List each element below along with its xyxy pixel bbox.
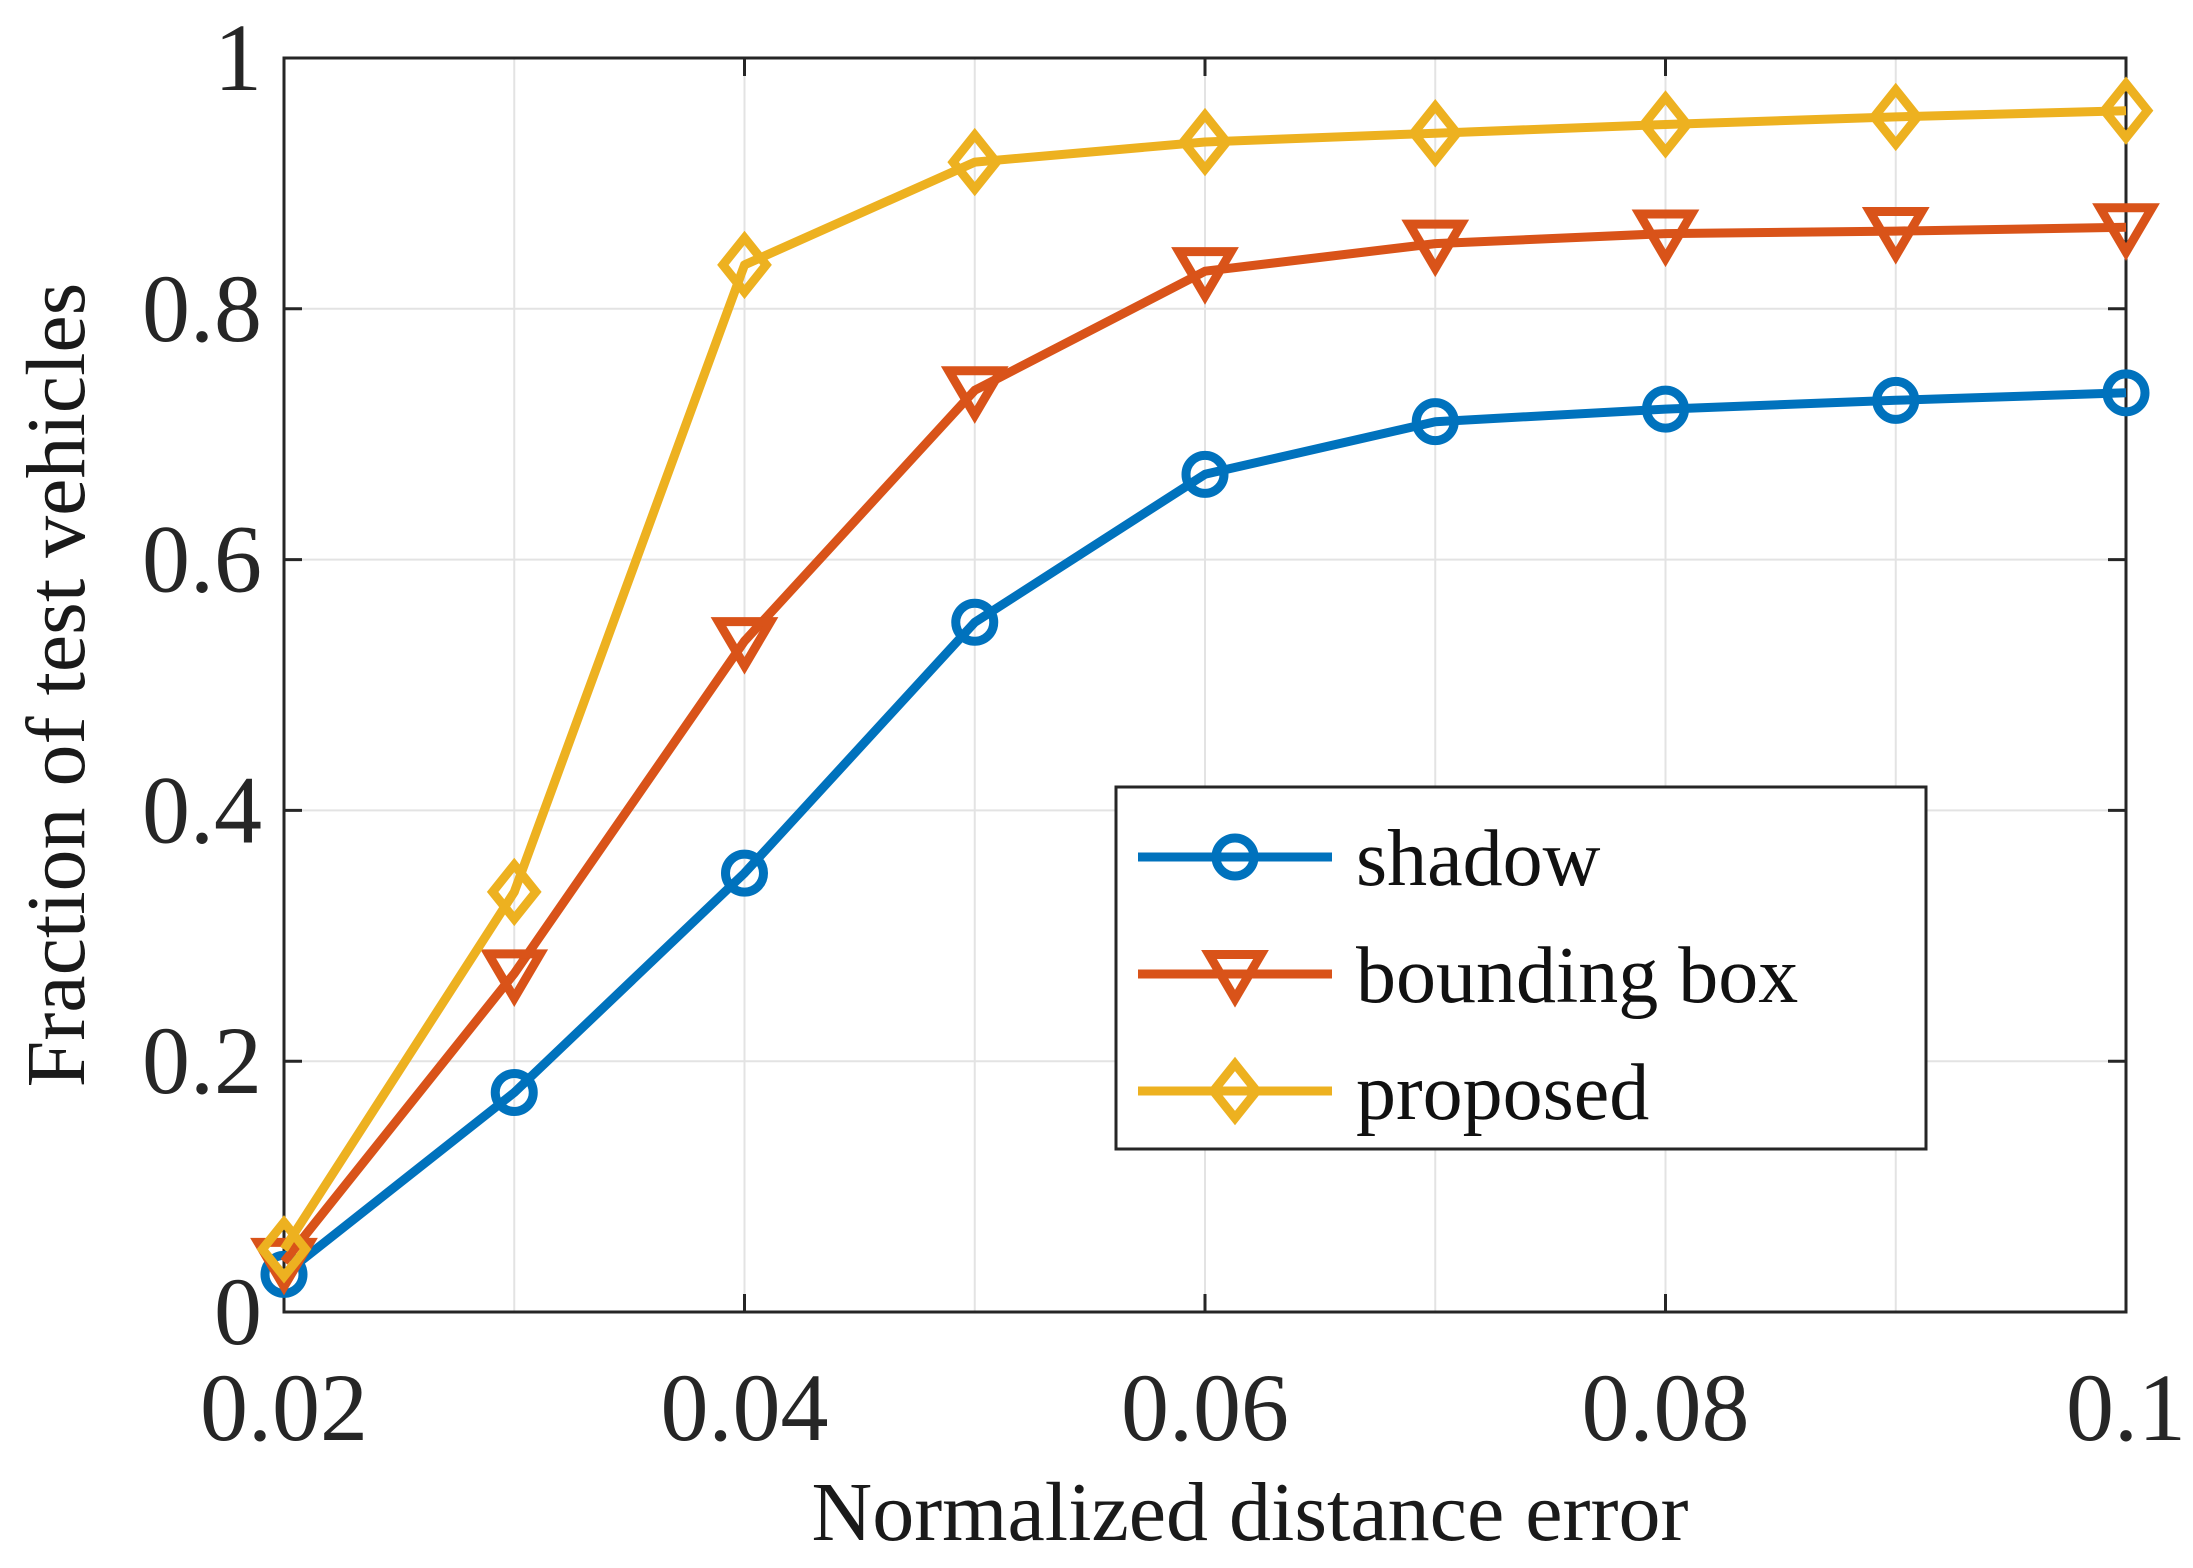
legend-marker-shadow: [1211, 833, 1259, 881]
data-point-shadow: [490, 1069, 538, 1117]
axis-ticks: 0.02 0.04 0.06 0.08 0.1 0 0.2 0.4 0.6 0.8 1: [142, 4, 2186, 1461]
data-point-bounding-box: [1861, 207, 1930, 265]
series-line-shadow: [281, 388, 2127, 1278]
x-tick-label: 0.02: [200, 1354, 368, 1461]
y-tick-label: 0.2: [142, 1007, 262, 1114]
legend: shadow bounding box proposed: [1114, 785, 1928, 1151]
data-point-proposed: [256, 1215, 312, 1284]
y-tick-label: 0.6: [142, 506, 262, 613]
data-point-bounding-box: [1401, 219, 1470, 278]
x-tick-label: 0.06: [1121, 1354, 1289, 1461]
data-point-shadow: [1872, 376, 1920, 424]
data-point-proposed: [1638, 90, 1693, 159]
legend-marker-proposed: [1207, 1056, 1263, 1126]
series-shadow: [260, 369, 2150, 1298]
data-point-bounding-box: [1171, 247, 1239, 305]
series-bounding-box: [250, 203, 2160, 1296]
data-point-shadow: [721, 849, 768, 897]
y-tick-label: 0.4: [142, 756, 262, 863]
data-point-proposed: [717, 230, 772, 300]
data-point-proposed: [1868, 82, 1924, 152]
data-point-proposed: [486, 857, 542, 927]
y-tick-label: 0.8: [142, 255, 262, 362]
data-point-bounding-box: [1631, 209, 1700, 268]
legend-label-bounding-box: bounding box: [1356, 932, 1798, 1020]
legend-marker-bounding-box: [1201, 950, 1269, 1008]
x-tick-label: 0.04: [661, 1354, 829, 1461]
legend-label-shadow: shadow: [1356, 815, 1601, 903]
data-point-shadow: [1642, 385, 1689, 433]
y-tick-label: 0: [214, 1258, 262, 1365]
legend-label-proposed: proposed: [1356, 1049, 1649, 1137]
data-point-shadow: [2102, 369, 2150, 417]
x-tick-label: 0.1: [2066, 1354, 2186, 1461]
data-point-proposed: [1177, 107, 1233, 177]
data-point-shadow: [1181, 450, 1229, 498]
data-point-proposed: [2098, 76, 2154, 145]
data-point-proposed: [1407, 99, 1463, 168]
series-line-proposed: [280, 106, 2127, 1252]
y-tick-label: 1: [214, 4, 262, 111]
series-line-bounding-box: [280, 222, 2127, 1265]
data-point-proposed: [947, 127, 1003, 197]
data-point-shadow: [951, 598, 999, 646]
y-axis-label: Fraction of test vehicles: [10, 283, 103, 1088]
x-axis-label: Normalized distance error: [812, 1466, 1689, 1559]
data-point-bounding-box: [480, 949, 549, 1007]
data-point-bounding-box: [940, 366, 1009, 424]
series-group: [250, 76, 2160, 1298]
data-point-bounding-box: [710, 617, 779, 675]
x-tick-label: 0.08: [1582, 1354, 1750, 1461]
series-proposed: [256, 76, 2154, 1284]
data-point-bounding-box: [2092, 203, 2160, 261]
data-point-shadow: [1411, 398, 1459, 446]
